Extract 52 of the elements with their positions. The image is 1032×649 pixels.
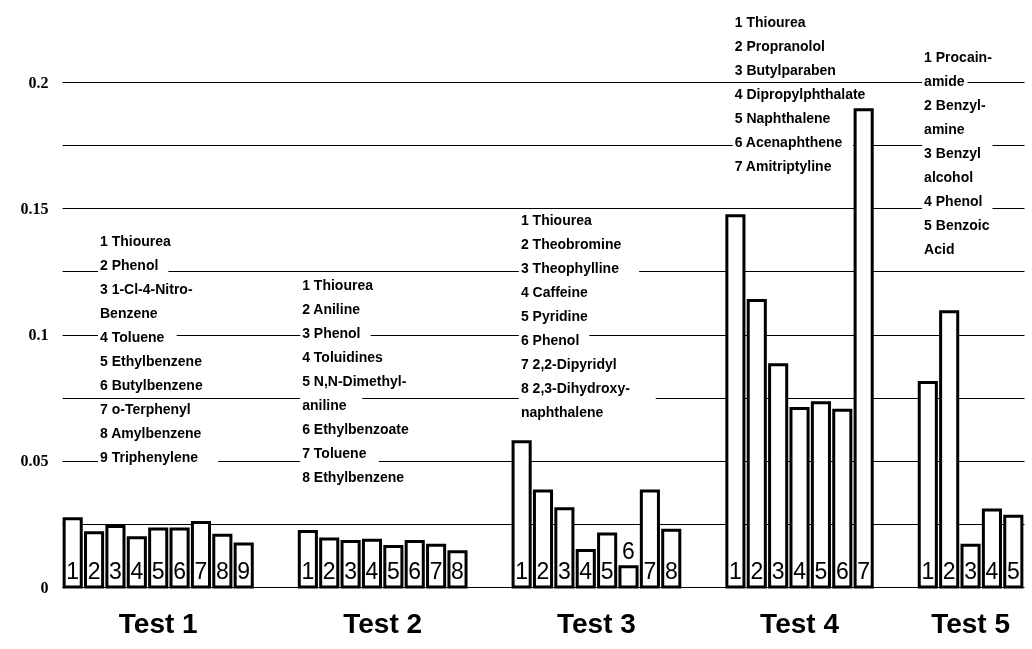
y-tick-label: 0 [40,578,49,596]
x-tick-label: 3 [109,558,122,584]
y-tick-label: 0.2 [28,73,49,91]
x-tick-label: 2 [942,558,956,584]
x-tick-label: 2 [87,558,101,584]
x-tick-label: 4 [985,558,999,584]
x-tick-label: 5 [1006,558,1020,584]
x-tick-label: 5 [386,558,400,584]
x-tick-label: 3 [964,558,977,584]
x-tick-label: 9 [237,558,251,584]
x-tick-label: 4 [365,558,379,584]
x-tick-label: 3 [771,558,785,584]
x-tick-label: 2 [536,558,550,584]
text: 1 Thiourea 2 Phenol 3 1-Cl-4-Nitro- Benzene 4 Toluene 5 Ethylbenzene 6 Butylbenzene 7 o-Terphenyl 8 Amylbenzene 9 Triphenylene [100,233,203,465]
x-tick-label: 4 [130,558,144,584]
x-tick-label: 7 [194,558,208,584]
text: Test 5 [931,608,1010,639]
text: Test 1 [118,608,198,639]
text: Test 4 [760,608,840,639]
x-tick-label: 3 [557,558,571,584]
x-tick-label: 6 [835,558,849,584]
x-tick-label: 1 [729,558,742,584]
text: 1 Thiourea 2 Aniline 3 Phenol 4 Toluidines 5 N,N-Dimethyl- aniline 6 Ethylbenzoate 7 Toluene 8 Ethylbenzene [302,277,409,485]
x-tick-label: 1 [921,558,935,584]
x-tick-label: 4 [579,558,593,584]
text: Test 3 [557,608,636,639]
text: Test 2 [343,608,423,639]
x-tick-label: 7 [643,558,657,584]
y-tick-label: 0.15 [20,199,49,217]
x-tick-label: 4 [793,558,807,584]
text: 1 Procain- amide 2 Benzyl- amine 3 Benzyl alcohol 4 Phenol 5 Benzoic Acid [924,49,992,257]
x-tick-label: 1 [515,558,529,584]
x-tick-label: 8 [451,558,464,584]
x-tick-label: 7 [857,558,871,584]
x-tick-label: 8 [215,558,229,584]
x-tick-label: 1 [66,558,80,584]
annotation: 1 Thiourea 2 Propranolol 3 Butylparaben 4 Dipropylphthalate 5 Naphthalene 6 Acenaphthene 7 Amitriptyline [734,14,866,174]
x-tick-label: 7 [429,558,443,584]
x-tick-label: 6 [408,558,422,584]
x-tick-label: 8 [664,558,678,584]
x-tick-label: 6 [173,558,186,584]
x-tick-label: 3 [344,558,357,584]
x-tick-label: 1 [301,558,315,584]
x-tick-label: 6 [622,537,635,564]
x-tick-label: 5 [814,558,828,584]
x-tick-label: 2 [750,558,764,584]
y-tick-label: 0.1 [28,326,49,343]
x-tick-label: 5 [600,558,614,584]
y-tick-label: 0.05 [20,452,49,470]
x-tick-label: 2 [322,558,336,584]
text: 1 Thiourea 2 Theobromine 3 Theophylline 4 Caffeine 5 Pyridine 6 Phenol 7 2,2-Dipyridyl 8 2,3-Dihydroxy- naphthalene [520,212,630,420]
x-tick-label: 5 [151,558,165,584]
